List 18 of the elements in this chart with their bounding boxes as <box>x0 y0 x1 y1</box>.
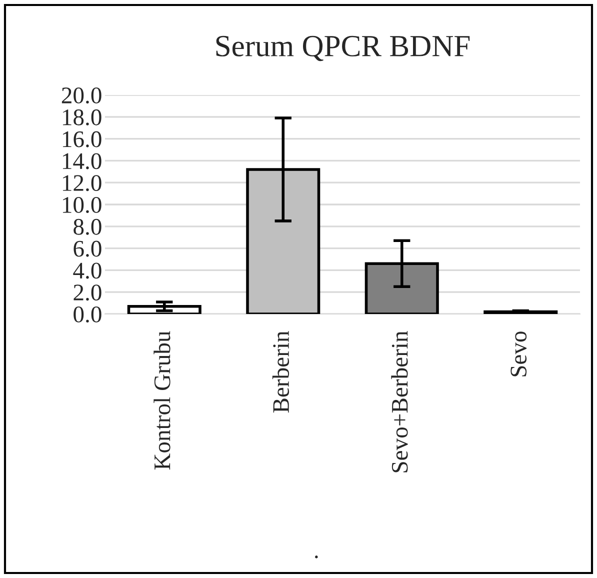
y-tick-label: 8.0 <box>74 218 102 235</box>
y-tick-label: 18.0 <box>62 109 102 126</box>
x-tick-label: Berberin <box>272 331 290 413</box>
y-tick-label: 2.0 <box>74 284 102 301</box>
y-tick-label: 16.0 <box>62 131 102 148</box>
text: . <box>315 556 318 558</box>
y-tick-label: 0.0 <box>74 306 102 323</box>
bar <box>127 304 202 314</box>
x-tick-label: Sevo <box>510 332 527 376</box>
y-tick-label: 12.0 <box>62 175 102 192</box>
x-tick-label: Sevo+Berberin <box>391 331 408 472</box>
y-tick-label: 10.0 <box>62 196 102 214</box>
chart-title: Serum QPCR BDNF <box>216 36 470 62</box>
y-tick-label: 6.0 <box>74 240 102 257</box>
y-tick-label: 4.0 <box>73 262 102 279</box>
x-tick-label: Kontrol Grubu <box>154 331 170 470</box>
y-tick-label: 14.0 <box>62 153 102 170</box>
y-tick-label: 20.0 <box>62 87 102 104</box>
